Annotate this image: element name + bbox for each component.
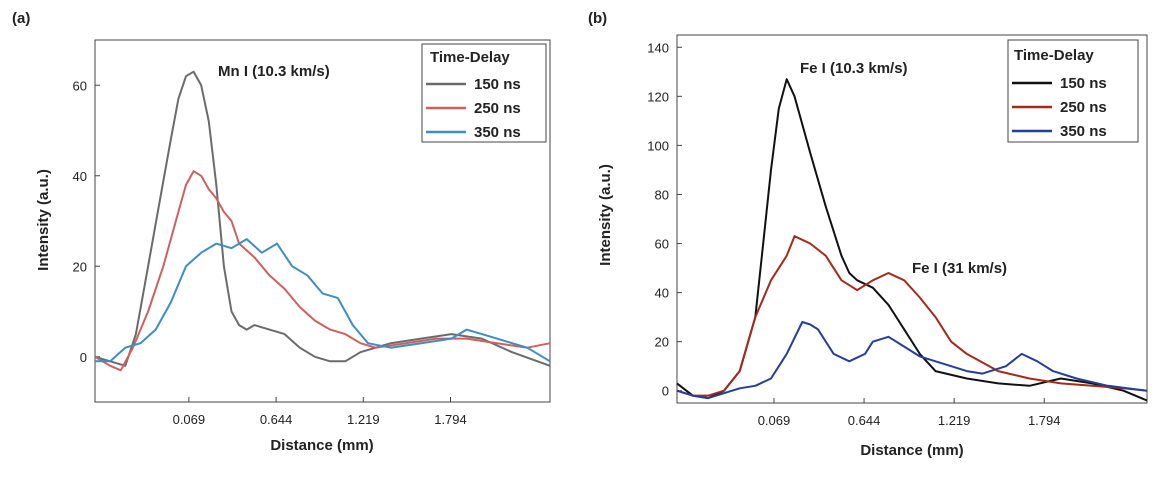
x-tick-label: 1.794 [434,412,467,427]
tick-marks-a [95,84,452,402]
series-line-250-ns [94,170,551,372]
y-tick-label: 80 [655,187,669,202]
legend-label: 150 ns [1060,75,1107,92]
tick-labels-a: 0.069 0.644 1.219 1.794 0 20 40 60 [73,78,467,427]
annotation-fe-i-10-3: Fe I (10.3 km/s) [800,60,908,77]
x-tick-label: 1.219 [938,413,971,428]
y-axis-title-b: Intensity (a.u.) [597,164,614,266]
tick-labels-b: 0.069 0.644 1.219 1.794 0 20 40 60 80 100 120 140 [647,40,1060,428]
x-tick-label: 1.794 [1028,413,1061,428]
chart-panel-a: (a) 0.069 0.644 1.219 1.794 0 20 40 60 Distance… [12,10,551,454]
y-tick-label: 0 [80,350,87,365]
series-line-250-ns [676,235,1148,397]
y-tick-label: 140 [647,40,669,55]
annotation-fe-i-31: Fe I (31 km/s) [912,260,1007,277]
x-tick-label: 1.219 [347,412,380,427]
legend-box-a [421,43,547,143]
legend-a: Time-Delay 150 ns 250 ns 350 ns [421,43,547,143]
x-tick-label: 0.644 [848,413,881,428]
tick-marks-b [677,46,1045,403]
legend-title-b: Time-Delay [1014,47,1094,64]
x-tick-label: 0.069 [758,413,791,428]
series-line-150-ns [94,70,551,367]
y-tick-label: 100 [647,138,669,153]
y-axis-title-a: Intensity (a.u.) [35,169,52,271]
panel-label-a: (a) [12,10,30,27]
series-line-350-ns [676,321,1148,400]
series-lines-b [676,78,1148,402]
legend-label: 150 ns [474,76,521,93]
x-axis-title-b: Distance (mm) [860,442,963,459]
panel-label-b: (b) [588,10,607,27]
x-tick-label: 0.644 [260,412,293,427]
legend-label: 350 ns [1060,123,1107,140]
series-lines-a [94,70,551,372]
y-tick-label: 40 [73,169,87,184]
x-axis-title-a: Distance (mm) [270,437,373,454]
chart-panel-b: (b) 0.069 0.644 1.219 1.794 0 20 40 60 80 100 120 1… [588,10,1148,459]
legend-b: Time-Delay 150 ns 250 ns 350 ns [1007,39,1139,143]
legend-title-a: Time-Delay [430,49,510,66]
y-tick-label: 20 [73,259,87,274]
plot-frame-a [94,39,551,403]
y-tick-label: 60 [655,237,669,252]
y-tick-label: 120 [647,89,669,104]
series-line-350-ns [95,238,551,363]
y-tick-label: 40 [655,286,669,301]
legend-label: 250 ns [474,100,521,117]
x-tick-label: 0.069 [173,412,206,427]
legend-label: 250 ns [1060,99,1107,116]
legend-box-b [1007,39,1139,143]
legend-label: 350 ns [474,124,521,141]
annotation-mn-i: Mn I (10.3 km/s) [218,63,330,80]
y-tick-label: 0 [662,384,669,399]
y-tick-label: 20 [655,335,669,350]
y-tick-label: 60 [73,78,87,93]
plot-frame-b [676,34,1148,404]
